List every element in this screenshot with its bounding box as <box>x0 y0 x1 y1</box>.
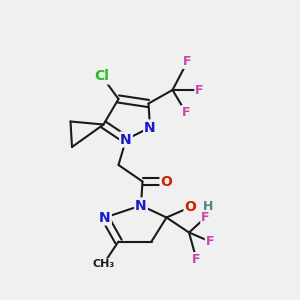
Text: F: F <box>183 55 192 68</box>
Text: N: N <box>99 211 111 224</box>
Text: F: F <box>192 253 201 266</box>
Text: F: F <box>206 235 214 248</box>
Text: O: O <box>184 200 196 214</box>
Text: F: F <box>201 211 210 224</box>
Text: F: F <box>182 106 190 119</box>
Text: N: N <box>120 133 132 146</box>
Text: N: N <box>135 199 147 212</box>
Text: CH₃: CH₃ <box>92 259 115 269</box>
Text: O: O <box>160 175 172 188</box>
Text: Cl: Cl <box>94 70 110 83</box>
Text: F: F <box>195 83 204 97</box>
Text: N: N <box>144 121 156 134</box>
Text: H: H <box>203 200 214 214</box>
